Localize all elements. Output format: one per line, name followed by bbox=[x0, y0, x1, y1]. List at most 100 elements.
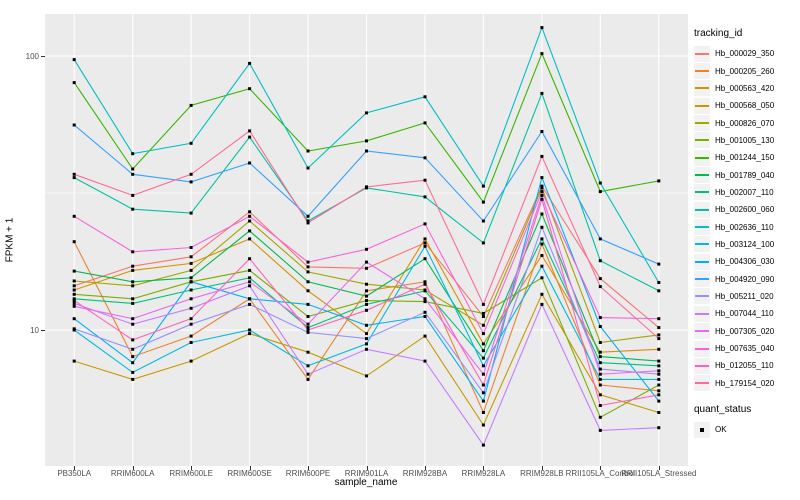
data-point bbox=[248, 276, 252, 280]
data-point bbox=[248, 129, 252, 133]
legend-line-icon bbox=[695, 382, 709, 385]
legend-item-Hb_000568_050: Hb_000568_050 bbox=[694, 97, 800, 114]
legend-label: Hb_012055_110 bbox=[715, 361, 774, 371]
data-point bbox=[481, 323, 485, 327]
data-point bbox=[72, 359, 76, 363]
legend-items-tracking: Hb_000029_350 Hb_000205_260 Hb_000563_420 H… bbox=[694, 45, 800, 392]
legend-title-quant-status: quant_status bbox=[694, 403, 752, 415]
legend-item-Hb_002636_110: Hb_002636_110 bbox=[694, 218, 800, 236]
data-point bbox=[306, 328, 310, 332]
legend-key-swatch bbox=[694, 340, 710, 357]
data-point bbox=[365, 308, 368, 312]
data-point bbox=[657, 281, 661, 284]
data-point bbox=[598, 285, 602, 289]
legend-line-icon bbox=[695, 139, 709, 142]
data-point bbox=[189, 317, 193, 321]
data-point bbox=[365, 374, 368, 378]
data-point bbox=[248, 210, 252, 214]
data-point bbox=[423, 222, 427, 226]
data-point bbox=[72, 301, 76, 305]
legend-label: Hb_000205_260 bbox=[715, 66, 775, 76]
data-point bbox=[657, 426, 661, 430]
data-point bbox=[657, 337, 661, 341]
legend-item-Hb_179154_020: Hb_179154_020 bbox=[694, 375, 800, 392]
data-point bbox=[598, 404, 602, 407]
data-point bbox=[131, 264, 135, 268]
plot-panel bbox=[45, 14, 688, 466]
data-point bbox=[189, 280, 193, 284]
data-point bbox=[598, 367, 602, 371]
data-point bbox=[189, 297, 193, 301]
legend-line-icon bbox=[695, 226, 709, 229]
x-tick-mark bbox=[132, 466, 134, 470]
legend-item-Hb_004920_090: Hb_004920_090 bbox=[694, 270, 800, 288]
data-point bbox=[540, 254, 544, 257]
x-tick-label-RRIM600SE: RRIM600SE bbox=[227, 469, 272, 478]
legend-item-Hb_004306_030: Hb_004306_030 bbox=[694, 253, 800, 270]
data-point bbox=[248, 268, 252, 272]
data-point bbox=[189, 246, 193, 249]
legend-key-swatch bbox=[694, 219, 710, 236]
data-point bbox=[365, 260, 368, 264]
legend-line-icon bbox=[695, 70, 709, 73]
data-point bbox=[131, 338, 135, 342]
legend-label: Hb_000568_050 bbox=[715, 101, 775, 111]
legend-label: Hb_002636_110 bbox=[715, 222, 774, 232]
x-tick-mark bbox=[249, 466, 251, 470]
data-point bbox=[540, 212, 544, 216]
legend-label: Hb_002007_110 bbox=[715, 187, 774, 197]
legend-label: Hb_004306_030 bbox=[715, 257, 775, 267]
data-point bbox=[657, 262, 661, 266]
data-point bbox=[248, 219, 252, 223]
legend-line-icon bbox=[695, 87, 709, 90]
data-point bbox=[657, 389, 661, 393]
legend-label: Hb_000563_420 bbox=[715, 83, 775, 93]
data-point bbox=[306, 330, 310, 334]
legend: tracking_id Hb_000029_350 Hb_000205_260 Hb… bbox=[694, 28, 800, 438]
legend-key-swatch bbox=[694, 421, 710, 438]
data-point bbox=[423, 156, 427, 160]
data-point bbox=[598, 415, 602, 419]
data-point bbox=[598, 237, 602, 241]
legend-key-swatch bbox=[694, 236, 710, 253]
data-point bbox=[365, 111, 368, 115]
data-point bbox=[189, 288, 193, 292]
legend-key-swatch bbox=[694, 201, 710, 218]
data-point bbox=[481, 364, 485, 368]
data-point bbox=[72, 299, 76, 303]
data-point bbox=[598, 393, 602, 397]
data-point bbox=[72, 284, 76, 288]
data-point bbox=[306, 219, 310, 223]
x-tick-label-RRIM928LB: RRIM928LB bbox=[520, 469, 564, 478]
data-point bbox=[657, 179, 661, 183]
legend-item-Hb_007635_040: Hb_007635_040 bbox=[694, 340, 800, 357]
data-point bbox=[365, 302, 368, 306]
x-tick-label-RRIM928BA: RRIM928BA bbox=[402, 469, 448, 478]
legend-key-swatch bbox=[694, 45, 710, 62]
data-point bbox=[131, 167, 135, 171]
x-tick-label-RRIM928LA: RRIM928LA bbox=[461, 469, 506, 478]
data-point bbox=[248, 237, 252, 241]
legend-key-swatch bbox=[694, 115, 710, 132]
data-point bbox=[657, 317, 661, 321]
data-point bbox=[248, 297, 252, 301]
data-point bbox=[365, 289, 368, 293]
legend-line-icon bbox=[695, 122, 709, 125]
data-point bbox=[540, 276, 544, 280]
data-point bbox=[131, 355, 135, 359]
x-tick-mark bbox=[600, 466, 602, 470]
legend-item-Hb_000563_420: Hb_000563_420 bbox=[694, 80, 800, 97]
data-point bbox=[131, 317, 135, 321]
data-point bbox=[598, 350, 602, 354]
data-point bbox=[306, 377, 310, 381]
x-tick-mark bbox=[483, 466, 485, 470]
data-point bbox=[248, 328, 252, 332]
legend-line-icon bbox=[695, 104, 709, 107]
data-point bbox=[481, 372, 485, 376]
data-point bbox=[481, 200, 485, 204]
legend-line-icon bbox=[695, 330, 709, 333]
data-point bbox=[598, 259, 602, 263]
data-point bbox=[189, 359, 193, 363]
legend-key-swatch bbox=[694, 271, 710, 288]
